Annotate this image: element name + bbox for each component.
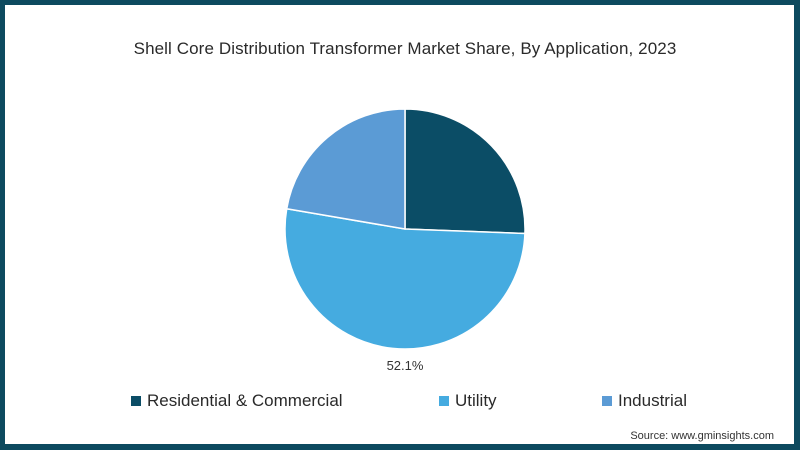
chart-title: Shell Core Distribution Transformer Mark… [133,39,677,58]
legend-label: Residential & Commercial [147,391,343,410]
legend-item-utility: Utility [439,391,497,411]
data-label-utility: 52.1% [386,358,424,373]
legend-label: Industrial [618,391,687,410]
slice-utility [284,207,526,350]
slice-residential-commercial [404,108,526,235]
legend-swatch-industrial [602,396,612,406]
legend-label: Utility [455,391,497,410]
slice-industrial [285,108,406,230]
pie-chart [284,108,526,350]
source-note: Source: www.gminsights.com [630,430,774,442]
legend-item-industrial: Industrial [602,391,687,411]
legend-swatch-residential [131,396,141,406]
legend-swatch-utility [439,396,449,406]
pie-slices [284,108,526,350]
legend-item-residential-commercial: Residential & Commercial [131,391,343,411]
